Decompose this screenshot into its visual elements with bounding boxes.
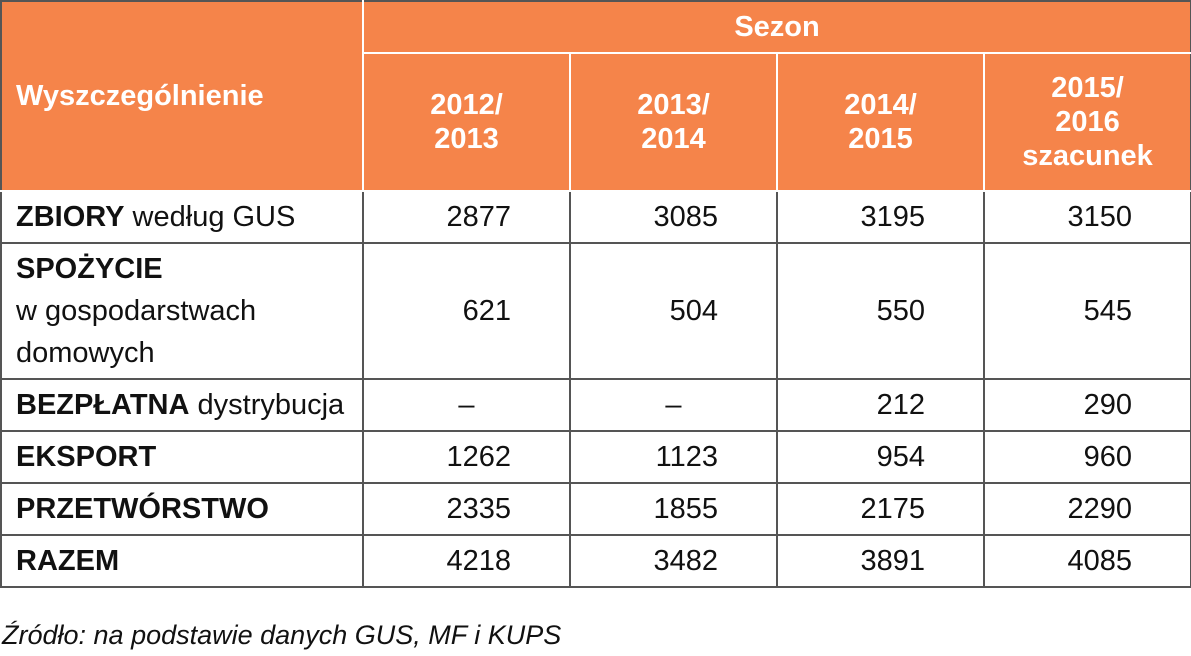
column-header: 2014/2015 [776,52,985,192]
cell: 545 [982,242,1191,380]
column-header-line: 2012/ [430,89,503,121]
column-header: 2013/2014 [569,52,778,192]
row-label-bold: BEZPŁATNA [16,389,190,421]
cell: 621 [362,242,571,380]
row-label-rest: według GUS [132,201,296,233]
row-label: ZBIORY według GUS [0,190,364,244]
column-header-line: 2016 [1055,106,1120,138]
cell: – [362,378,571,432]
cell: 1855 [569,482,778,536]
row-label-header: Wyszczególnienie [0,0,364,192]
cell: 1123 [569,430,778,484]
cell: 954 [776,430,985,484]
cell: 3150 [982,190,1191,244]
cell: 3482 [569,534,778,588]
source-note: Źródło: na podstawie danych GUS, MF i KU… [2,620,562,650]
column-header-line: 2015/ [1051,72,1124,104]
cell: 290 [982,378,1191,432]
cell: 3891 [776,534,985,588]
row-label: BEZPŁATNA dystrybucja [0,378,364,432]
table-row: BEZPŁATNA dystrybucja – –212 290 [0,378,1191,432]
cell: 3085 [569,190,778,244]
cell: – [569,378,778,432]
cell: 2335 [362,482,571,536]
data-table: Wyszczególnienie Sezon 2012/2013 2013/201… [0,0,1191,588]
column-header: 2012/2013 [362,52,571,192]
row-label-rest: dystrybucja [197,389,345,421]
column-header-line: 2014 [641,123,706,155]
column-header-line: 2015 [848,123,913,155]
column-header-line: 2013/ [637,89,710,121]
column-header: 2015/2016 szacunek [982,52,1191,192]
table-row: RAZEM 4218 3482 3891 4085 [0,534,1191,588]
row-label-bold: EKSPORT [16,441,157,473]
cell: 2175 [776,482,985,536]
cell: 212 [776,378,985,432]
row-label: PRZETWÓRSTWO [0,482,364,536]
row-label-bold: PRZETWÓRSTWO [16,493,269,525]
cell: 3195 [776,190,985,244]
row-label-bold: SPOŻYCIE [16,253,163,285]
row-label: EKSPORT [0,430,364,484]
column-header-line: szacunek [1022,140,1153,172]
column-header-line: 2013 [434,123,499,155]
cell: 2877 [362,190,571,244]
row-label: SPOŻYCIE w gospodarstwach domowych [0,242,364,380]
cell: 1262 [362,430,571,484]
cell: 4085 [982,534,1191,588]
table-row: ZBIORY według GUS 2877 3085 3195 3150 [0,190,1191,244]
column-header-line: 2014/ [844,89,917,121]
cell: 4218 [362,534,571,588]
group-header: Sezon [361,0,1191,54]
table-row: EKSPORT 1262 1123 954 960 [0,430,1191,484]
cell: 504 [569,242,778,380]
row-label-bold: RAZEM [16,545,120,577]
table-row: PRZETWÓRSTWO 2335 1855 2175 2290 [0,482,1191,536]
row-label: RAZEM [0,534,364,588]
row-label-rest: w gospodarstwach domowych [16,295,257,369]
cell: 550 [776,242,985,380]
cell: 960 [982,430,1191,484]
cell: 2290 [982,482,1191,536]
table-row: SPOŻYCIE w gospodarstwach domowych 621 504 5… [0,242,1191,380]
row-label-bold: ZBIORY [16,201,125,233]
